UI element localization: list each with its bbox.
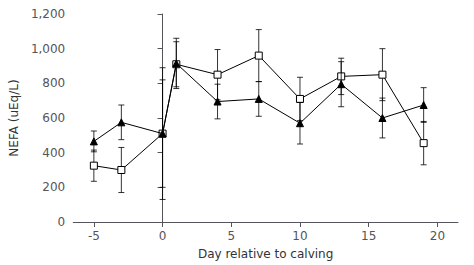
svg-text:1,200: 1,200 xyxy=(31,7,65,21)
svg-text:800: 800 xyxy=(42,76,65,90)
svg-text:20: 20 xyxy=(430,229,445,243)
svg-text:200: 200 xyxy=(42,180,65,194)
svg-text:10: 10 xyxy=(292,229,307,243)
svg-text:Day relative to calving: Day relative to calving xyxy=(198,247,333,261)
svg-text:1,000: 1,000 xyxy=(31,42,65,56)
svg-text:600: 600 xyxy=(42,111,65,125)
svg-text:0: 0 xyxy=(58,215,66,229)
svg-text:-5: -5 xyxy=(88,229,100,243)
svg-text:400: 400 xyxy=(42,146,65,160)
svg-text:NEFA (uEq/L): NEFA (uEq/L) xyxy=(7,79,21,156)
svg-text:0: 0 xyxy=(159,229,167,243)
svg-text:15: 15 xyxy=(361,229,376,243)
svg-text:5: 5 xyxy=(227,229,235,243)
